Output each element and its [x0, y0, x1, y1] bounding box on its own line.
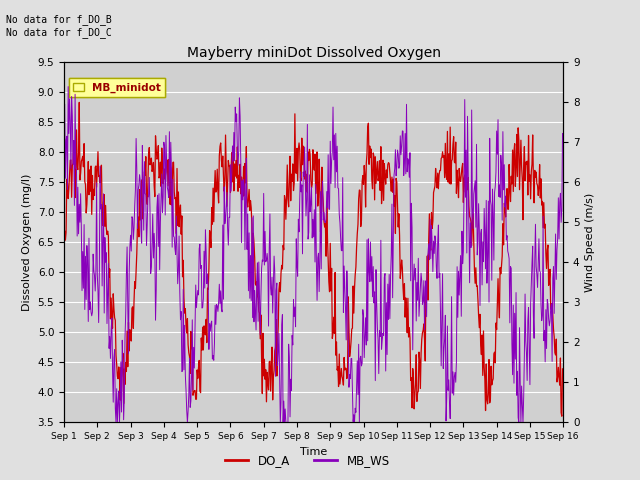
Legend: DO_A, MB_WS: DO_A, MB_WS	[220, 449, 394, 472]
Y-axis label: Dissolved Oxygen (mg/l): Dissolved Oxygen (mg/l)	[22, 174, 32, 311]
Legend: MB_minidot: MB_minidot	[69, 78, 165, 97]
Text: No data for f_DO_B
No data for f_DO_C: No data for f_DO_B No data for f_DO_C	[6, 14, 112, 38]
Title: Mayberry miniDot Dissolved Oxygen: Mayberry miniDot Dissolved Oxygen	[187, 46, 440, 60]
X-axis label: Time: Time	[300, 447, 327, 456]
Y-axis label: Wind Speed (m/s): Wind Speed (m/s)	[585, 193, 595, 292]
